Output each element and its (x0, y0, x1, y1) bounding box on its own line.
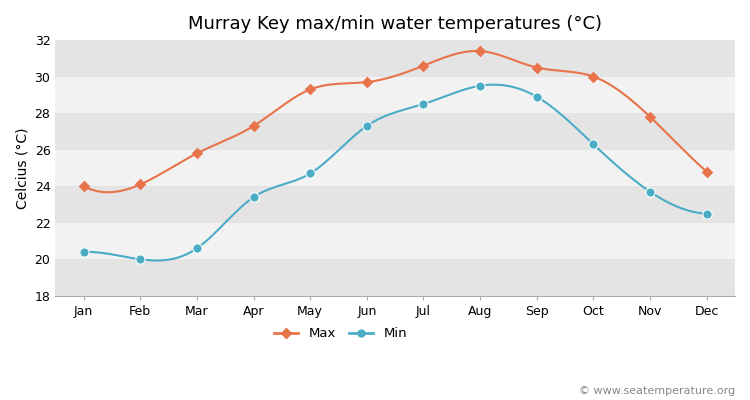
Point (134, 181, 146, 188)
Point (304, 86, 316, 93)
Bar (56, 186, 735, 223)
Point (700, 168, 712, 175)
Point (587, 74, 599, 80)
Point (77, 183, 89, 190)
Point (474, 82, 486, 89)
Point (700, 210, 712, 217)
Bar (56, 259, 735, 296)
Point (587, 141, 599, 148)
Point (248, 123, 259, 129)
Point (191, 245, 203, 252)
Bar (56, 150, 735, 186)
Point (644, 114, 656, 120)
Title: Murray Key max/min water temperatures (°C): Murray Key max/min water temperatures (°… (188, 15, 602, 33)
Point (134, 256, 146, 262)
Bar (56, 77, 735, 113)
Point (361, 123, 373, 129)
Y-axis label: Celcius (°C): Celcius (°C) (15, 127, 29, 209)
Point (418, 62, 430, 69)
Point (248, 194, 259, 200)
Point (474, 48, 486, 54)
Point (531, 64, 543, 71)
Bar (56, 113, 735, 150)
Bar (56, 40, 735, 77)
Point (644, 188, 656, 195)
Point (77, 249, 89, 255)
Point (531, 94, 543, 100)
Point (418, 101, 430, 107)
Point (361, 79, 373, 85)
Legend: Max, Min: Max, Min (269, 322, 413, 346)
Bar (56, 223, 735, 259)
Point (191, 150, 203, 156)
Text: © www.seatemperature.org: © www.seatemperature.org (579, 386, 735, 396)
Point (304, 170, 316, 177)
